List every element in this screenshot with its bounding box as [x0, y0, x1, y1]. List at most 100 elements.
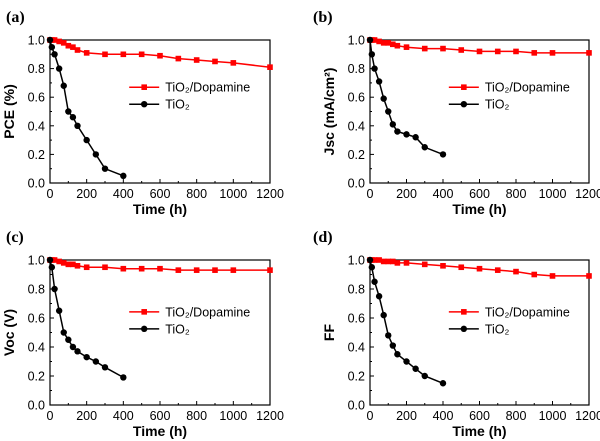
x-tick-label: 200 — [76, 187, 97, 201]
x-tick-label: 200 — [396, 409, 417, 423]
legend-label: TiO₂/Dopamine — [485, 305, 570, 319]
x-tick-label: 1200 — [575, 187, 600, 201]
y-tick-label: 0.0 — [348, 177, 365, 191]
data-point-tio2-dopamine — [70, 261, 76, 268]
data-point-tio2-dopamine — [403, 44, 410, 50]
chart-panel-a: (a) 0 200 400 600 800 1000 1200 0.0 0.2 0.4 0.6 0.8 1… — [1, 9, 284, 217]
data-point-tio2 — [51, 51, 58, 58]
data-point-tio2 — [412, 134, 419, 141]
data-point-tio2 — [439, 380, 447, 387]
legend-label: TiO₂/Dopamine — [165, 81, 250, 95]
panel-label: (d) — [313, 229, 333, 246]
y-axis-title: Voc (V) — [1, 309, 17, 356]
x-tick-label: 400 — [113, 409, 134, 423]
data-point-tio2 — [65, 336, 72, 343]
data-point-tio2 — [394, 351, 401, 358]
y-tick-label: 1.0 — [28, 254, 45, 268]
data-point-tio2-dopamine — [267, 267, 273, 273]
x-tick-label: 600 — [150, 187, 171, 201]
data-point-tio2 — [92, 151, 100, 158]
x-tick-label: 200 — [76, 409, 97, 423]
x-axis-title: Time (h) — [133, 201, 187, 217]
y-tick-label: 0.6 — [348, 91, 365, 105]
data-point-tio2-dopamine — [74, 263, 81, 269]
data-point-tio2-dopamine — [494, 267, 501, 273]
data-point-tio2-dopamine — [138, 265, 145, 272]
x-axis-title: Time (h) — [133, 423, 187, 439]
data-point-tio2-dopamine — [371, 257, 378, 263]
plot-frame — [49, 39, 271, 184]
data-point-tio2 — [385, 332, 392, 339]
legend-marker — [461, 309, 467, 315]
y-tick-label: 0.6 — [28, 312, 45, 326]
data-point-tio2 — [55, 307, 63, 314]
data-point-tio2-dopamine — [549, 273, 556, 279]
y-tick-label: 0.0 — [28, 399, 45, 413]
data-point-tio2-dopamine — [60, 40, 67, 46]
data-point-tio2 — [120, 374, 127, 381]
data-point-tio2-dopamine — [102, 264, 108, 271]
x-tick-label: 600 — [469, 409, 490, 423]
x-tick-label: 1200 — [256, 187, 284, 201]
x-tick-label: 600 — [150, 409, 171, 423]
y-axis-title: FF — [321, 324, 337, 342]
data-point-tio2-dopamine — [193, 267, 200, 273]
chart-panel-b: (b) 0 200 400 600 800 1000 1200 0.0 0.2 0.4 0.6 0.8 1… — [313, 9, 600, 217]
data-point-tio2-dopamine — [83, 264, 90, 271]
data-point-tio2-dopamine — [102, 51, 108, 58]
chart-panel-c: (c) 0 200 400 600 800 1000 1200 0.0 0.2 0.4 0.6 0.8 1… — [1, 229, 284, 439]
y-tick-label: 0.2 — [348, 148, 365, 162]
data-point-tio2-dopamine — [476, 265, 483, 272]
y-axis-title: Jsc (mA/cm²) — [321, 68, 337, 156]
y-tick-label: 0.6 — [348, 312, 365, 326]
data-point-tio2-dopamine — [60, 260, 67, 266]
y-tick-label: 0.4 — [28, 341, 45, 355]
data-point-tio2 — [60, 82, 67, 89]
data-point-tio2 — [101, 165, 109, 172]
data-point-tio2 — [368, 264, 376, 271]
data-point-tio2-dopamine — [56, 258, 62, 265]
data-point-tio2-dopamine — [267, 64, 273, 70]
x-tick-label: 800 — [186, 409, 207, 423]
y-tick-label: 0.6 — [28, 91, 45, 105]
data-point-tio2-dopamine — [157, 265, 163, 272]
x-tick-label: 0 — [47, 187, 54, 201]
data-point-tio2-dopamine — [380, 40, 387, 46]
data-point-tio2 — [371, 278, 378, 285]
data-point-tio2 — [48, 264, 56, 271]
data-point-tio2-dopamine — [70, 44, 76, 50]
panel-label: (b) — [313, 9, 333, 26]
data-point-tio2-dopamine — [376, 38, 382, 45]
legend-marker — [141, 84, 147, 90]
x-tick-label: 1200 — [256, 409, 284, 423]
data-point-tio2 — [48, 43, 56, 51]
x-tick-label: 800 — [186, 187, 207, 201]
data-point-tio2-dopamine — [51, 257, 58, 263]
data-point-tio2 — [375, 293, 383, 300]
x-tick-label: 400 — [433, 409, 454, 423]
data-point-tio2-dopamine — [458, 264, 465, 271]
data-point-tio2-dopamine — [586, 273, 592, 279]
y-tick-label: 1.0 — [28, 34, 45, 48]
y-tick-label: 0.2 — [28, 370, 45, 384]
series-line-tio2 — [369, 259, 444, 384]
data-point-tio2 — [394, 128, 401, 135]
data-point-tio2 — [385, 108, 392, 115]
x-tick-label: 0 — [47, 409, 54, 423]
data-point-tio2-dopamine — [120, 51, 127, 58]
legend-marker — [141, 325, 148, 333]
legend-label: TiO₂ — [165, 322, 190, 336]
data-point-tio2 — [375, 78, 383, 85]
y-tick-label: 0.8 — [28, 283, 45, 297]
data-point-tio2 — [83, 136, 90, 144]
data-point-tio2-dopamine — [230, 267, 237, 273]
data-point-tio2-dopamine — [458, 47, 465, 53]
data-point-tio2-dopamine — [65, 261, 72, 268]
data-point-tio2 — [46, 256, 54, 264]
data-point-tio2 — [380, 311, 387, 319]
data-point-tio2 — [74, 122, 81, 129]
y-tick-label: 0.4 — [348, 341, 365, 355]
data-point-tio2 — [389, 121, 397, 128]
y-tick-label: 1.0 — [348, 254, 365, 268]
